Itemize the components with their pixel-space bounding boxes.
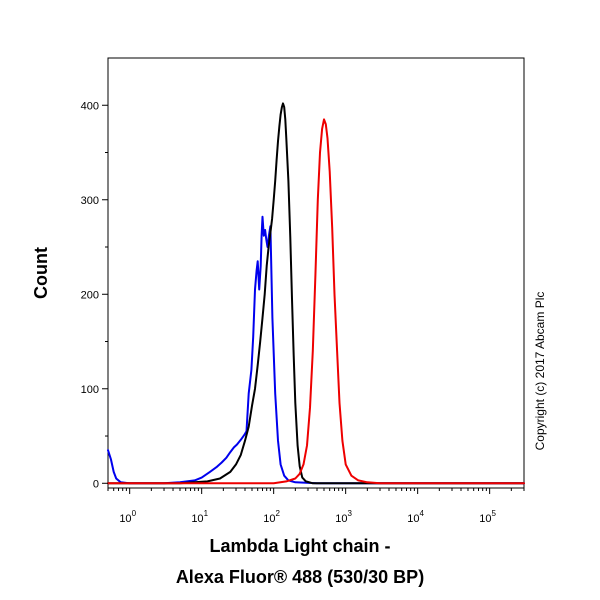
x-tick-label: 103 — [335, 509, 352, 525]
y-axis-title: Count — [31, 247, 51, 299]
y-tick-label: 200 — [81, 289, 99, 301]
plot-area — [107, 57, 525, 489]
x-tick-label: 102 — [263, 509, 280, 525]
x-axis-title-line-1: Lambda Light chain - — [209, 536, 390, 556]
x-tick-label: 105 — [479, 509, 496, 525]
x-tick-label: 104 — [407, 509, 424, 525]
y-tick-label: 300 — [81, 195, 99, 207]
histogram-series-2 — [107, 118, 525, 485]
axis-layer: 0 100 200 300 400 100 101 102 103 104 105 — [81, 100, 525, 525]
y-tick-label: 100 — [81, 384, 99, 396]
x-tick-label: 101 — [191, 509, 208, 525]
histogram-series-0 — [107, 215, 525, 485]
series-layer — [107, 102, 525, 485]
y-tick-label: 0 — [93, 478, 99, 490]
histogram-series-1 — [107, 102, 525, 485]
y-tick-label: 400 — [81, 100, 99, 112]
x-axis-title-line-2: Alexa Fluor® 488 (530/30 BP) — [176, 567, 424, 587]
copyright-annotation: Copyright (c) 2017 Abcam Plc — [533, 292, 547, 451]
x-tick-label: 100 — [119, 509, 136, 525]
